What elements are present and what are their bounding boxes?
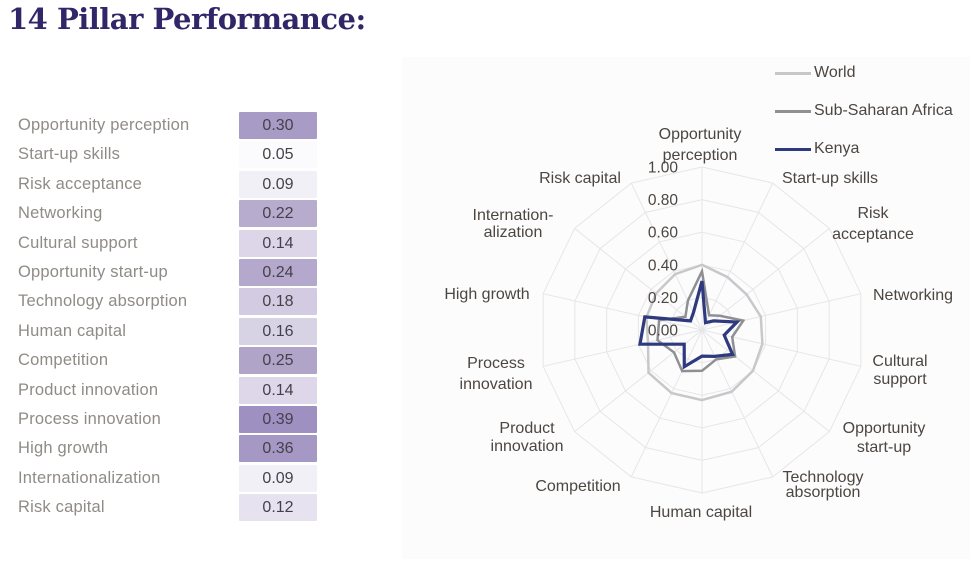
axis-label-high-growth: High growth: [444, 286, 529, 303]
pillar-value-cell: 0.14: [239, 376, 317, 404]
pillar-value-cell: 0.09: [239, 464, 317, 492]
radial-tick-label: 0.40: [648, 257, 679, 274]
axis-label-process-innovation: Process innovation: [460, 355, 533, 393]
pillar-label: Networking: [18, 204, 103, 223]
pillar-value-cell: 0.16: [239, 317, 317, 345]
legend-line-swatch: [775, 147, 811, 151]
axis-label-opportunity-perception: Opportunity perception: [659, 126, 742, 164]
pillar-row-internationalization: Internationalization 0.09: [18, 464, 320, 492]
pillar-label: Internationalization: [18, 468, 161, 487]
legend-label: Kenya: [814, 140, 860, 157]
pillar-row-start-up-skills: Start-up skills 0.05: [18, 141, 320, 169]
legend-item-sub-saharan-africa: Sub-Saharan Africa: [775, 102, 953, 120]
radial-tick-label: 0.80: [648, 192, 679, 209]
grid-spoke: [574, 228, 703, 331]
grid-spoke: [701, 329, 774, 478]
pillar-table: Opportunity perception 0.30 Start-up skill…: [18, 112, 320, 526]
pillar-label: Risk acceptance: [18, 174, 143, 193]
pillar-label: Product innovation: [18, 380, 159, 399]
pillar-value-cell: 0.14: [239, 229, 317, 257]
pillar-row-opportunity-perception: Opportunity perception 0.30: [18, 112, 320, 139]
radial-tick-label: 0.20: [648, 290, 679, 307]
pillar-label: Start-up skills: [18, 145, 121, 164]
pillar-value-cell: 0.22: [239, 200, 317, 228]
pillar-label: Process innovation: [18, 410, 162, 428]
pillar-row-risk-capital: Risk capital 0.12: [18, 494, 320, 522]
legend-item-world: World: [775, 64, 953, 82]
pillar-value-cell: 0.36: [239, 435, 317, 463]
pillar-label: Human capital: [18, 321, 127, 340]
radial-tick-label: 0.00: [648, 323, 679, 340]
legend-label: Sub-Saharan Africa: [814, 102, 953, 119]
legend-item-kenya: Kenya: [775, 140, 953, 158]
pillar-row-competition: Competition 0.25: [18, 347, 320, 375]
pillar-label: Risk capital: [18, 498, 105, 517]
pillar-label: Competition: [18, 351, 109, 370]
axis-label-competition: Competition: [535, 478, 620, 495]
axis-label-start-up-skills: Start-up skills: [782, 170, 878, 187]
page-title: 14 Pillar Performance:: [8, 2, 366, 36]
series-sub-saharan-africa: [656, 267, 746, 373]
legend-label: World: [814, 64, 856, 81]
pillar-label: Cultural support: [18, 233, 138, 252]
pillar-label: Opportunity start-up: [18, 263, 168, 281]
axis-label-human-capital: Human capital: [650, 504, 752, 521]
pillar-value-cell: 0.12: [239, 494, 317, 522]
series-world: [645, 263, 764, 402]
grid-spoke: [701, 329, 830, 432]
pillar-label: High growth: [18, 439, 109, 458]
axis-label-risk-acceptance: Risk acceptance: [832, 205, 914, 243]
pillar-row-opportunity-start-up: Opportunity start-up 0.24: [18, 259, 320, 286]
grid-spoke: [701, 182, 774, 331]
grid-spoke: [701, 293, 862, 331]
pillar-row-high-growth: High growth 0.36: [18, 435, 320, 463]
axis-label-opportunity-start-up: Opportunity start-up: [843, 420, 926, 456]
radial-tick-label: 0.60: [648, 225, 679, 242]
series-kenya: [638, 280, 741, 370]
grid-spoke: [574, 329, 703, 432]
radial-tick-label: 1.00: [648, 160, 679, 177]
grid-spoke: [630, 182, 703, 331]
pillar-value-cell: 0.24: [239, 259, 317, 286]
pillar-label: Opportunity perception: [18, 116, 190, 134]
grid-spoke: [542, 293, 703, 331]
axis-label-cultural-support: Cultural support: [872, 353, 927, 388]
axis-label-technology-absorption: Technology absorption: [783, 469, 864, 501]
pillar-value-cell: 0.05: [239, 141, 317, 169]
pillar-row-technology-absorption: Technology absorption 0.18: [18, 288, 320, 316]
pillar-value-cell: 0.39: [239, 406, 317, 433]
grid-spoke: [542, 329, 703, 367]
axis-label-internationalization: Internation-alization: [473, 207, 554, 241]
pillar-label: Technology absorption: [18, 292, 188, 311]
pillar-row-risk-acceptance: Risk acceptance 0.09: [18, 170, 320, 198]
pillar-row-human-capital: Human capital 0.16: [18, 317, 320, 345]
legend-line-swatch: [775, 109, 811, 113]
pillar-row-product-innovation: Product innovation 0.14: [18, 376, 320, 404]
axis-label-networking: Networking: [873, 287, 953, 304]
pillar-value-cell: 0.25: [239, 347, 317, 375]
pillar-row-cultural-support: Cultural support 0.14: [18, 229, 320, 257]
pillar-value-cell: 0.18: [239, 288, 317, 316]
chart-legend: World Sub-Saharan Africa Kenya: [775, 64, 953, 178]
axis-label-risk-capital: Risk capital: [539, 170, 621, 187]
pillar-row-networking: Networking 0.22: [18, 200, 320, 228]
grid-spoke: [630, 329, 703, 478]
legend-line-swatch: [775, 71, 811, 75]
grid-spoke: [701, 329, 862, 367]
pillar-value-cell: 0.30: [239, 112, 317, 139]
pillar-row-process-innovation: Process innovation 0.39: [18, 406, 320, 433]
axis-label-product-innovation: Product innovation: [491, 420, 564, 455]
grid-spoke: [701, 228, 830, 331]
pillar-value-cell: 0.09: [239, 170, 317, 198]
